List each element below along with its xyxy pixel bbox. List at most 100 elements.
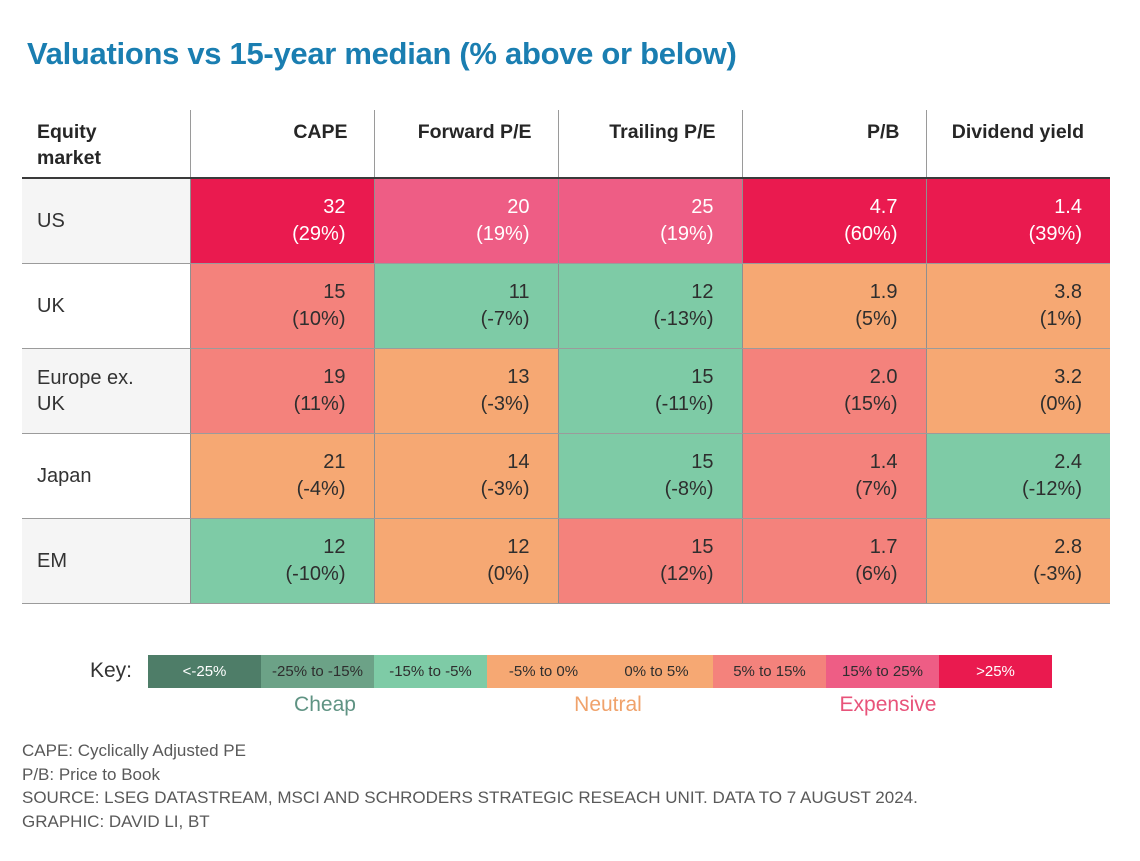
row-label-em: EM <box>22 517 190 604</box>
cell-japan-pb: 1.4 (7%) <box>741 432 926 519</box>
cell-value: 21 <box>323 450 346 473</box>
footnotes: CAPE: Cyclically Adjusted PE P/B: Price … <box>22 739 918 833</box>
row-label-europe-ex-uk: Europe ex. UK <box>22 347 190 434</box>
key-band-5-15: 5% to 15% <box>713 655 826 688</box>
table-row-us: US 32 (29%) 20 (19%) 25 (19%) 4.7 (60%) <box>22 177 1110 264</box>
cell-pct: (15%) <box>844 392 898 415</box>
cell-us-pb: 4.7 (60%) <box>741 177 926 264</box>
key-band-0-5: 0% to 5% <box>600 655 713 688</box>
table-row-em: EM 12 (-10%) 12 (0%) 15 (12%) 1.7 (6%) <box>22 517 1110 604</box>
key-group-cheap: Cheap <box>294 693 356 716</box>
cell-value: 11 <box>508 280 530 303</box>
cell-pct: (10%) <box>292 307 346 330</box>
col-header-pb: P/B <box>741 110 926 179</box>
footnote-graphic-credit: GRAPHIC: DAVID LI, BT <box>22 811 210 831</box>
cell-value: 15 <box>691 450 714 473</box>
cell-value: 13 <box>507 365 530 388</box>
key-band-below-neg25: <-25% <box>148 655 261 688</box>
cell-europe-cape: 19 (11%) <box>189 347 374 434</box>
row-label-uk: UK <box>22 262 190 349</box>
key-color-bar: <-25% -25% to -15% -15% to -5% -5% to 0%… <box>148 655 1052 688</box>
key-band-15-25: 15% to 25% <box>826 655 939 688</box>
cell-value: 12 <box>507 535 530 558</box>
cell-em-cape: 12 (-10%) <box>189 517 374 604</box>
cell-value: 3.2 <box>1054 365 1082 388</box>
cell-value: 20 <box>507 195 530 218</box>
cell-pct: (7%) <box>855 477 898 500</box>
cell-pct: (6%) <box>855 562 898 585</box>
cell-value: 4.7 <box>869 195 898 218</box>
footnote-cape-definition: CAPE: Cyclically Adjusted PE <box>22 741 246 760</box>
key-group-neutral: Neutral <box>574 693 642 716</box>
cell-pct: (-7%) <box>480 307 530 330</box>
cell-us-dividend-yield: 1.4 (39%) <box>925 177 1110 264</box>
cell-japan-dividend-yield: 2.4 (-12%) <box>925 432 1110 519</box>
key-label: Key: <box>90 659 133 682</box>
cell-pct: (1%) <box>1039 307 1082 330</box>
cell-pct: (-13%) <box>653 307 714 330</box>
cell-pct: (-3%) <box>480 477 530 500</box>
key-band-above-25: >25% <box>939 655 1052 688</box>
cell-pct: (-12%) <box>1021 477 1082 500</box>
cell-europe-forward-pe: 13 (-3%) <box>373 347 558 434</box>
key-group-expensive: Expensive <box>839 693 937 716</box>
footnote-source: SOURCE: LSEG DATASTREAM, MSCI AND SCHROD… <box>22 788 918 807</box>
cell-uk-dividend-yield: 3.8 (1%) <box>925 262 1110 349</box>
key-band-neg5-0: -5% to 0% <box>487 655 600 688</box>
cell-em-dividend-yield: 2.8 (-3%) <box>925 517 1110 604</box>
cell-pct: (-10%) <box>285 562 346 585</box>
footnote-pb-definition: P/B: Price to Book <box>22 764 160 784</box>
key-band-neg25-neg15: -25% to -15% <box>261 655 374 688</box>
cell-value: 1.4 <box>1054 195 1082 218</box>
cell-japan-forward-pe: 14 (-3%) <box>373 432 558 519</box>
cell-pct: (-8%) <box>664 477 714 500</box>
cell-uk-cape: 15 (10%) <box>189 262 374 349</box>
cell-europe-trailing-pe: 15 (-11%) <box>557 347 742 434</box>
cell-em-pb: 1.7 (6%) <box>741 517 926 604</box>
cell-pct: (60%) <box>844 222 898 245</box>
col-header-trailing-pe: Trailing P/E <box>557 110 742 179</box>
cell-value: 15 <box>691 365 714 388</box>
cell-japan-trailing-pe: 15 (-8%) <box>557 432 742 519</box>
col-header-dividend-yield: Dividend yield <box>925 110 1110 179</box>
cell-value: 2.8 <box>1054 535 1082 558</box>
cell-pct: (-11%) <box>654 392 714 415</box>
cell-value: 19 <box>323 365 346 388</box>
cell-pct: (-4%) <box>296 477 346 500</box>
cell-em-forward-pe: 12 (0%) <box>373 517 558 604</box>
cell-value: 25 <box>691 195 714 218</box>
cell-pct: (19%) <box>660 222 714 245</box>
key-band-neg15-neg5: -15% to -5% <box>374 655 487 688</box>
row-label-japan: Japan <box>22 432 190 519</box>
cell-value: 1.4 <box>869 450 898 473</box>
col-header-cape: CAPE <box>189 110 374 179</box>
cell-value: 1.7 <box>869 535 898 558</box>
page-title: Valuations vs 15-year median (% above or… <box>27 36 737 71</box>
col-header-equity-market: Equity market <box>22 110 190 179</box>
cell-value: 3.8 <box>1054 280 1082 303</box>
cell-uk-pb: 1.9 (5%) <box>741 262 926 349</box>
cell-pct: (-3%) <box>1033 562 1082 585</box>
cell-pct: (11%) <box>293 392 346 415</box>
cell-pct: (-3%) <box>480 392 530 415</box>
cell-pct: (12%) <box>660 562 714 585</box>
cell-value: 1.9 <box>869 280 898 303</box>
cell-pct: (5%) <box>855 307 898 330</box>
cell-japan-cape: 21 (-4%) <box>189 432 374 519</box>
cell-value: 2.4 <box>1054 450 1082 473</box>
cell-value: 15 <box>691 535 714 558</box>
color-key: Key: <-25% -25% to -15% -15% to -5% -5% … <box>0 648 1140 733</box>
cell-value: 15 <box>323 280 346 303</box>
col-header-forward-pe: Forward P/E <box>373 110 558 179</box>
row-label-us: US <box>22 177 190 264</box>
valuations-table: Equity market CAPE Forward P/E Trailing … <box>22 110 1110 604</box>
cell-pct: (29%) <box>292 222 346 245</box>
cell-us-forward-pe: 20 (19%) <box>373 177 558 264</box>
cell-pct: (19%) <box>476 222 530 245</box>
cell-value: 2.0 <box>869 365 898 388</box>
header-row: Equity market CAPE Forward P/E Trailing … <box>22 110 1110 179</box>
cell-us-trailing-pe: 25 (19%) <box>557 177 742 264</box>
cell-em-trailing-pe: 15 (12%) <box>557 517 742 604</box>
cell-value: 12 <box>691 280 714 303</box>
